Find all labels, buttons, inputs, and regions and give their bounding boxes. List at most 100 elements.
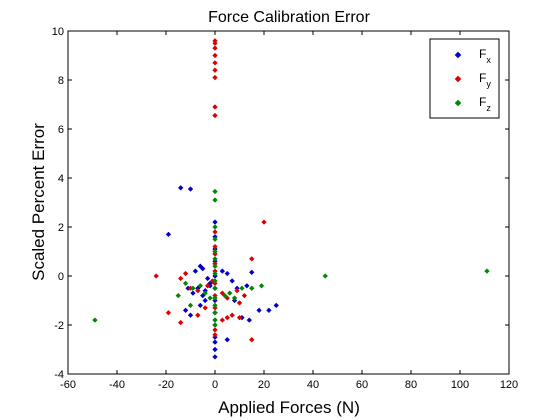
data-point-fz [190,285,196,292]
data-point-fy [248,336,255,343]
y-tick-label: 4 [58,173,64,185]
y-tick-label: 10 [52,26,64,38]
data-point-fy [165,309,172,316]
data-point-fz [322,273,329,279]
chart-title: Force Calibration Error [208,9,371,26]
data-point-fx [187,186,194,192]
legend-entry-fz: Fz [479,95,491,113]
data-point-fy [195,287,201,294]
data-point-fy [204,283,211,289]
data-point-fy [224,314,231,321]
data-point-fx [177,185,184,191]
data-point-fz [212,309,218,316]
y-tick-label: 0 [58,271,64,283]
data-point-fy [236,314,243,321]
data-point-fz [226,290,233,296]
legend-entry-fy: Fy [479,71,491,89]
x-tick-label: 80 [405,379,417,391]
data-point-fx [244,283,250,289]
data-point-fy [241,292,248,299]
data-point-fz [202,290,208,296]
x-tick-label: 20 [258,379,270,391]
y-axis-label: Scaled Percent Error [29,123,48,281]
data-point-fx [224,336,231,343]
legend-subscript: y [486,79,491,89]
data-point-fy [153,273,159,279]
x-tick-label: 0 [212,379,218,391]
data-point-fz [212,197,218,203]
data-point-fy [202,305,208,311]
data-point-fx [187,312,194,318]
data-point-fy [212,104,218,110]
y-tick-label: 6 [58,124,64,136]
legend-subscript: x [486,55,491,65]
data-point-fx [165,231,172,238]
data-point-fx [212,339,218,345]
data-point-fz [212,285,218,292]
y-tick-label: -4 [54,369,64,381]
data-point-fz [212,270,218,277]
legend-subscript: z [486,103,491,113]
x-tick-label: 120 [500,379,518,391]
data-point-fz [212,236,218,243]
data-point-fy [219,317,226,323]
data-point-fy [261,219,267,225]
data-point-fx [224,270,231,277]
data-point-fz [212,224,218,230]
data-point-fz [212,248,218,255]
legend-label: F [479,95,486,109]
data-point-fx [248,269,255,276]
y-tick-label: 2 [58,222,64,234]
data-point-fx [212,354,218,360]
data-point-fz [197,283,204,289]
data-point-fz [212,278,218,284]
data-point-fz [212,263,218,269]
data-point-fz [222,292,228,299]
x-tick-label: -40 [109,379,125,391]
legend-label: F [479,47,486,61]
data-point-fy [212,332,218,338]
data-point-fz [231,295,238,301]
data-point-fz [212,295,218,301]
data-point-fx [246,317,253,323]
data-point-fz [187,302,194,309]
y-tick-label: -2 [54,320,64,332]
legend-entry-fx: Fx [479,47,491,65]
data-point-fy [195,312,201,318]
data-point-fx [266,307,272,314]
legend-box [429,38,500,119]
data-point-fy [212,67,218,73]
data-point-fz [212,322,218,328]
series-z [92,188,490,328]
legend-marker-fy [454,75,462,83]
data-point-fz [182,280,189,287]
data-point-fy [248,256,255,262]
x-tick-label: 60 [356,379,368,391]
x-tick-label: 100 [451,379,469,391]
legend-marker-fz [454,99,462,107]
x-tick-label: 40 [307,379,319,391]
data-point-fy [212,112,218,119]
data-point-fy [212,74,218,81]
data-point-fy [212,229,218,235]
data-point-fz [212,302,218,309]
data-point-fx [229,278,235,284]
data-point-fz [484,268,490,274]
data-point-fx [182,307,189,314]
data-point-fy [234,287,240,294]
data-point-fz [207,295,213,301]
x-axis-label: Applied Forces (N) [218,398,360,417]
data-point-fz [212,188,218,195]
data-point-fx [273,302,280,309]
data-point-fy [229,312,235,318]
data-point-fz [248,285,255,292]
data-point-fx [204,275,211,282]
data-point-fy [182,270,189,277]
x-tick-label: -20 [158,379,174,391]
data-point-fx [256,307,262,314]
data-point-fz [212,256,218,262]
data-point-fx [197,302,204,309]
legend-marker-fx [454,51,462,59]
